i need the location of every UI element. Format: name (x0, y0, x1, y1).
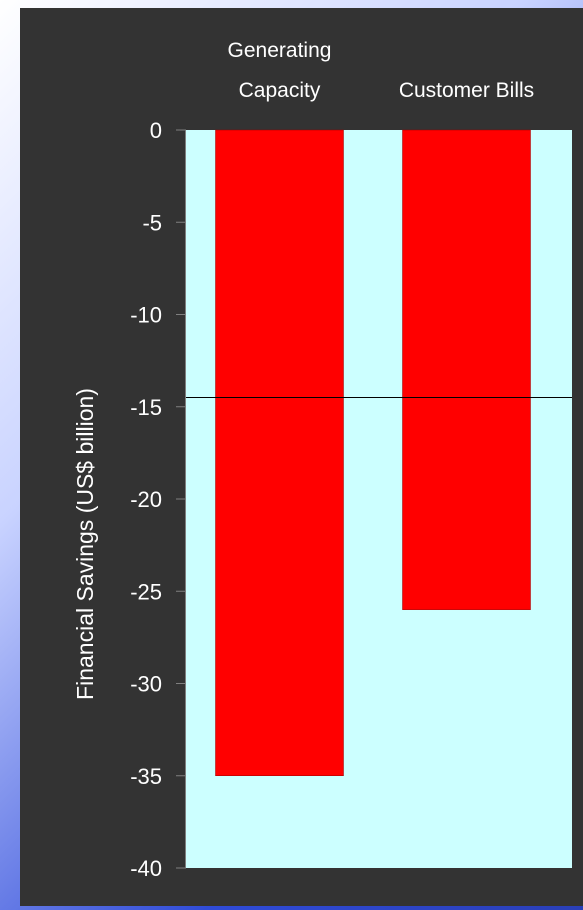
y-axis-title: Financial Savings (US$ billion) (72, 388, 98, 700)
y-tick-label: -25 (130, 579, 162, 604)
y-ticks-group: 0 -5 -10 -15 -20 -25 -30 -35 -40 (130, 118, 186, 881)
bar-1 (215, 129, 344, 776)
category-label-1: Generating Capacity (228, 39, 332, 102)
bar-2 (402, 129, 531, 610)
x-labels-group: Generating Capacity Customer Bills (228, 39, 535, 102)
y-tick-label: -5 (142, 210, 162, 235)
y-tick-label: -35 (130, 764, 162, 789)
y-tick-label: -40 (130, 856, 162, 881)
bars-group (215, 129, 531, 776)
y-tick-label: -20 (130, 487, 162, 512)
category-label-2: Customer Bills (399, 79, 534, 102)
y-tick-label: -15 (130, 395, 162, 420)
y-tick-label: 0 (150, 118, 162, 143)
y-tick-label: -30 (130, 672, 162, 697)
y-tick-label: -10 (130, 303, 162, 328)
